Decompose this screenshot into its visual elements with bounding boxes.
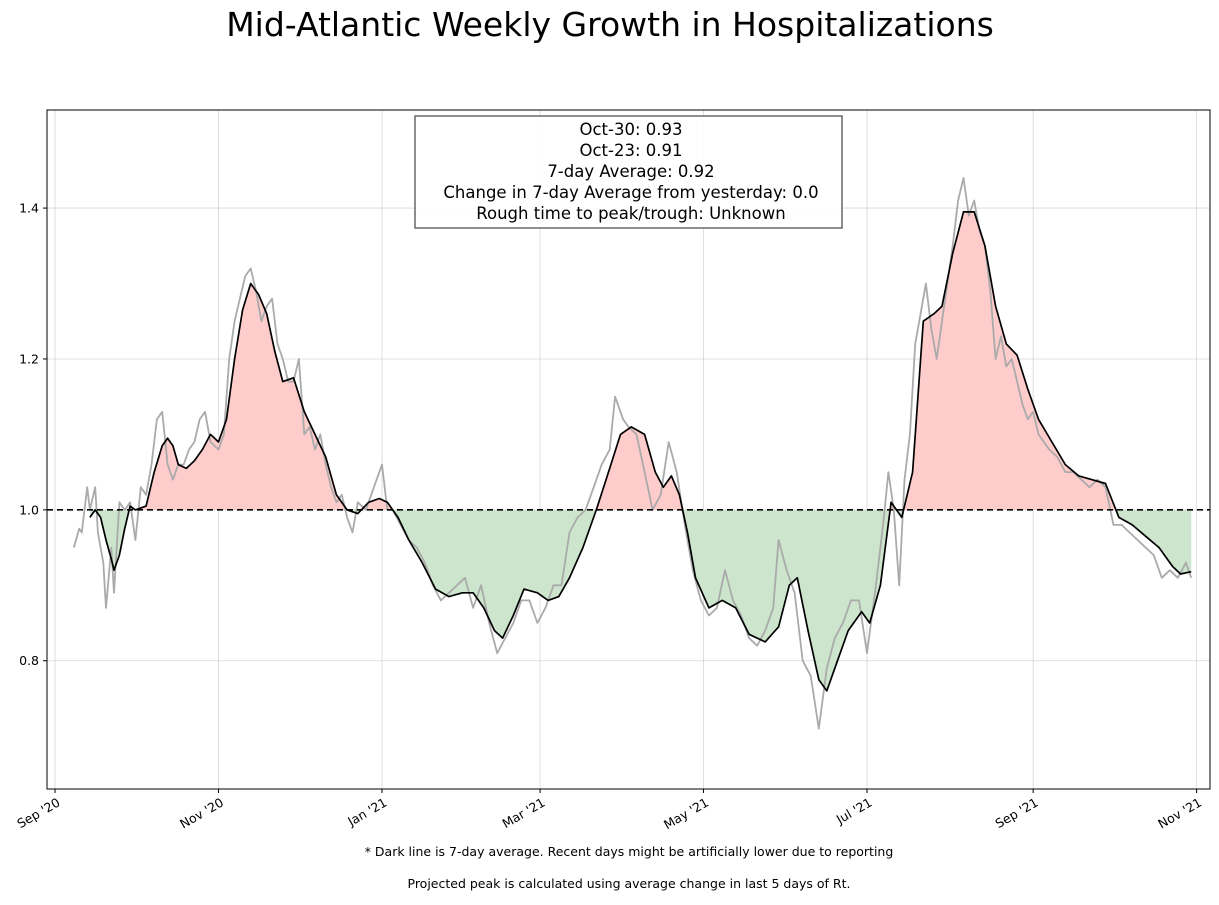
annotation-line-week-ago: Oct-23: 0.91 [579,141,682,160]
y-tick-label: 0.8 [19,653,39,668]
line-layer [72,177,1193,730]
chart-title: Mid-Atlantic Weekly Growth in Hospitaliz… [226,5,994,44]
fill-below-one [682,509,891,691]
annotation-line-latest: Oct-30: 0.93 [579,120,682,139]
plot-frame [46,109,1211,790]
annotation-box-frame [414,115,843,229]
y-tick-label: 1.4 [19,201,39,216]
annotation-line-change: Change in 7-day Average from yesterday: … [443,183,818,202]
footnote-projection: Projected peak is calculated using avera… [408,876,851,891]
y-tick-label: 1.2 [19,351,39,366]
footnote-average: * Dark line is 7-day average. Recent day… [365,844,894,859]
fill-above-one [129,283,348,510]
annotation-line-average: 7-day Average: 0.92 [547,162,714,181]
y-tick-label: 1.0 [19,502,39,517]
annotation-line-peak: Rough time to peak/trough: Unknown [476,204,785,223]
annotation-box: Oct-30: 0.93 Oct-23: 0.91 7-day Average:… [414,115,843,229]
fill-below-one [95,509,130,571]
fill-below-one [392,509,597,639]
daily-series-line [72,177,1193,730]
average-series-line [89,211,1192,692]
